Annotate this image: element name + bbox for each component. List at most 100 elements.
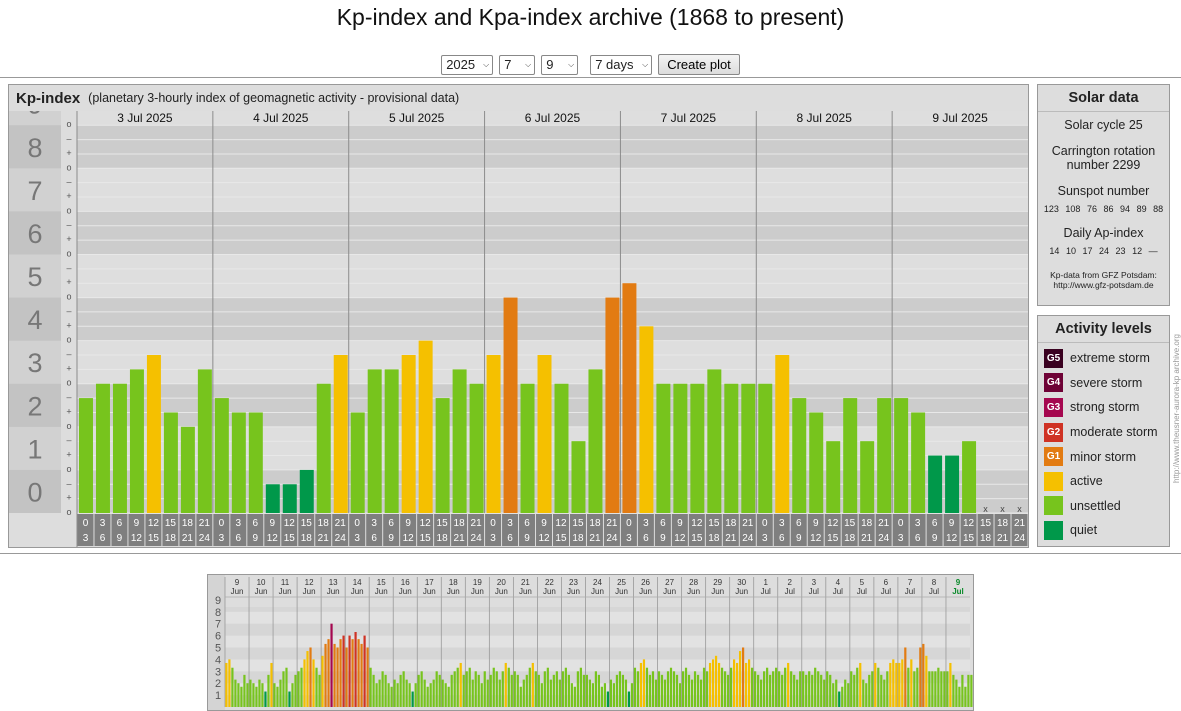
interval-box <box>875 514 892 546</box>
interval-box <box>569 514 586 546</box>
data-source-link[interactable]: http://www.gfz-potsdam.de <box>1053 280 1154 290</box>
overview-bar <box>450 674 453 707</box>
interval-end-label: 12 <box>674 533 686 544</box>
overview-bar <box>639 662 643 707</box>
overview-day-label: 23 <box>569 578 578 587</box>
overview-bar <box>345 647 348 707</box>
interval-box <box>536 514 552 546</box>
y-axis-minor-label: – <box>66 392 71 402</box>
day-label: 3 Jul 2025 <box>117 111 173 125</box>
legend-swatch: G5 <box>1044 348 1063 368</box>
overview-bar-chart[interactable]: 1234567899Jun10Jun11Jun12Jun13Jun14Jun15… <box>208 575 973 710</box>
interval-end-label: 21 <box>454 533 466 544</box>
overview-bar <box>687 674 691 707</box>
y-axis-label: 0 <box>27 477 42 507</box>
overview-bar <box>261 683 264 707</box>
interval-box <box>603 514 620 546</box>
create-plot-button[interactable]: Create plot <box>658 54 740 75</box>
month-select[interactable]: 7 ⌵ <box>499 54 536 75</box>
legend-label: active <box>1070 474 1103 489</box>
kp-bar <box>775 355 790 513</box>
overview-y-label: 3 <box>215 666 221 678</box>
overview-grid-band <box>225 671 970 684</box>
year-select[interactable]: 2025 ⌵ <box>441 54 494 75</box>
kp-bar <box>146 355 161 513</box>
overview-bar <box>339 639 342 707</box>
interval-end-label: 9 <box>796 533 802 544</box>
overview-bar <box>735 662 739 707</box>
overview-bar <box>964 686 967 707</box>
y-axis-minor-label: – <box>66 435 71 445</box>
overview-bar <box>435 671 438 707</box>
kp-bar <box>911 412 926 513</box>
y-axis-minor-label: o <box>66 162 71 172</box>
interval-start-label: 15 <box>980 518 992 529</box>
kp-bar <box>622 283 637 513</box>
interval-start-label: 21 <box>606 518 618 529</box>
interval-end-label: 18 <box>301 533 313 544</box>
overview-bar <box>702 667 706 707</box>
overview-month-label: Jun <box>303 587 316 596</box>
overview-bar <box>255 686 258 707</box>
interval-end-label: 6 <box>236 533 242 544</box>
overview-bar <box>225 662 228 707</box>
overview-day-label: 8 <box>932 578 937 587</box>
interval-start-label: 3 <box>507 518 513 529</box>
overview-bar <box>868 674 871 707</box>
interval-end-label: 24 <box>606 533 618 544</box>
sunspot-value: 76 <box>1086 204 1097 214</box>
overview-bar <box>507 667 510 707</box>
overview-y-label: 7 <box>215 619 221 631</box>
overview-bar <box>411 691 414 707</box>
y-axis-minor-label: – <box>66 306 71 316</box>
interval-start-label: 18 <box>182 518 194 529</box>
legend-swatch: G4 <box>1044 373 1063 393</box>
overview-bar <box>961 674 964 707</box>
interval-end-label: 12 <box>946 533 958 544</box>
overview-bar <box>636 671 640 707</box>
overview-month-label: Jul <box>761 587 771 596</box>
y-axis-label: 7 <box>27 176 42 206</box>
chevron-down-icon: ⌵ <box>525 59 532 69</box>
kp-bar <box>928 455 943 513</box>
range-select[interactable]: 7 days ⌵ <box>590 54 653 75</box>
overview-bar <box>249 679 252 707</box>
overview-grid-band <box>225 647 970 660</box>
overview-bar <box>820 674 823 707</box>
kp-bar <box>707 369 722 513</box>
interval-box <box>909 514 926 546</box>
overview-month-label: Jun <box>231 587 244 596</box>
overview-bar <box>273 683 276 707</box>
interval-box <box>586 514 603 546</box>
overview-month-label: Jun <box>495 587 508 596</box>
y-axis-minor-label: + <box>66 148 71 158</box>
overview-month-label: Jun <box>399 587 412 596</box>
day-select[interactable]: 9 ⌵ <box>541 54 579 75</box>
interval-box <box>620 514 637 546</box>
kp-bar <box>809 412 824 513</box>
kp-chart-header: Kp-index (planetary 3-hourly index of ge… <box>9 85 1028 111</box>
overview-grid-band <box>225 635 970 648</box>
overview-bar <box>297 671 300 707</box>
overview-bar <box>357 639 360 707</box>
activity-levels-panel: Activity levels G5 extreme storm G4 severe … <box>1037 315 1170 547</box>
overview-bar <box>699 679 703 707</box>
overview-bar <box>426 686 429 707</box>
kp-bar <box>469 383 484 513</box>
overview-bar <box>615 674 619 707</box>
overview-bar <box>901 659 904 707</box>
overview-bar <box>799 671 802 707</box>
interval-box <box>773 514 790 546</box>
interval-end-label: 6 <box>100 533 106 544</box>
overview-bar <box>333 643 336 707</box>
interval-start-label: 15 <box>572 518 584 529</box>
overview-bar <box>937 667 940 707</box>
y-axis-minor-label: o <box>66 464 71 474</box>
interval-end-label: 3 <box>219 533 225 544</box>
interval-start-label: 3 <box>371 518 377 529</box>
overview-month-label: Jul <box>881 587 891 596</box>
interval-start-label: 9 <box>541 518 547 529</box>
interval-end-label: 12 <box>131 533 143 544</box>
overview-bar <box>597 674 601 707</box>
interval-end-label: 21 <box>318 533 330 544</box>
